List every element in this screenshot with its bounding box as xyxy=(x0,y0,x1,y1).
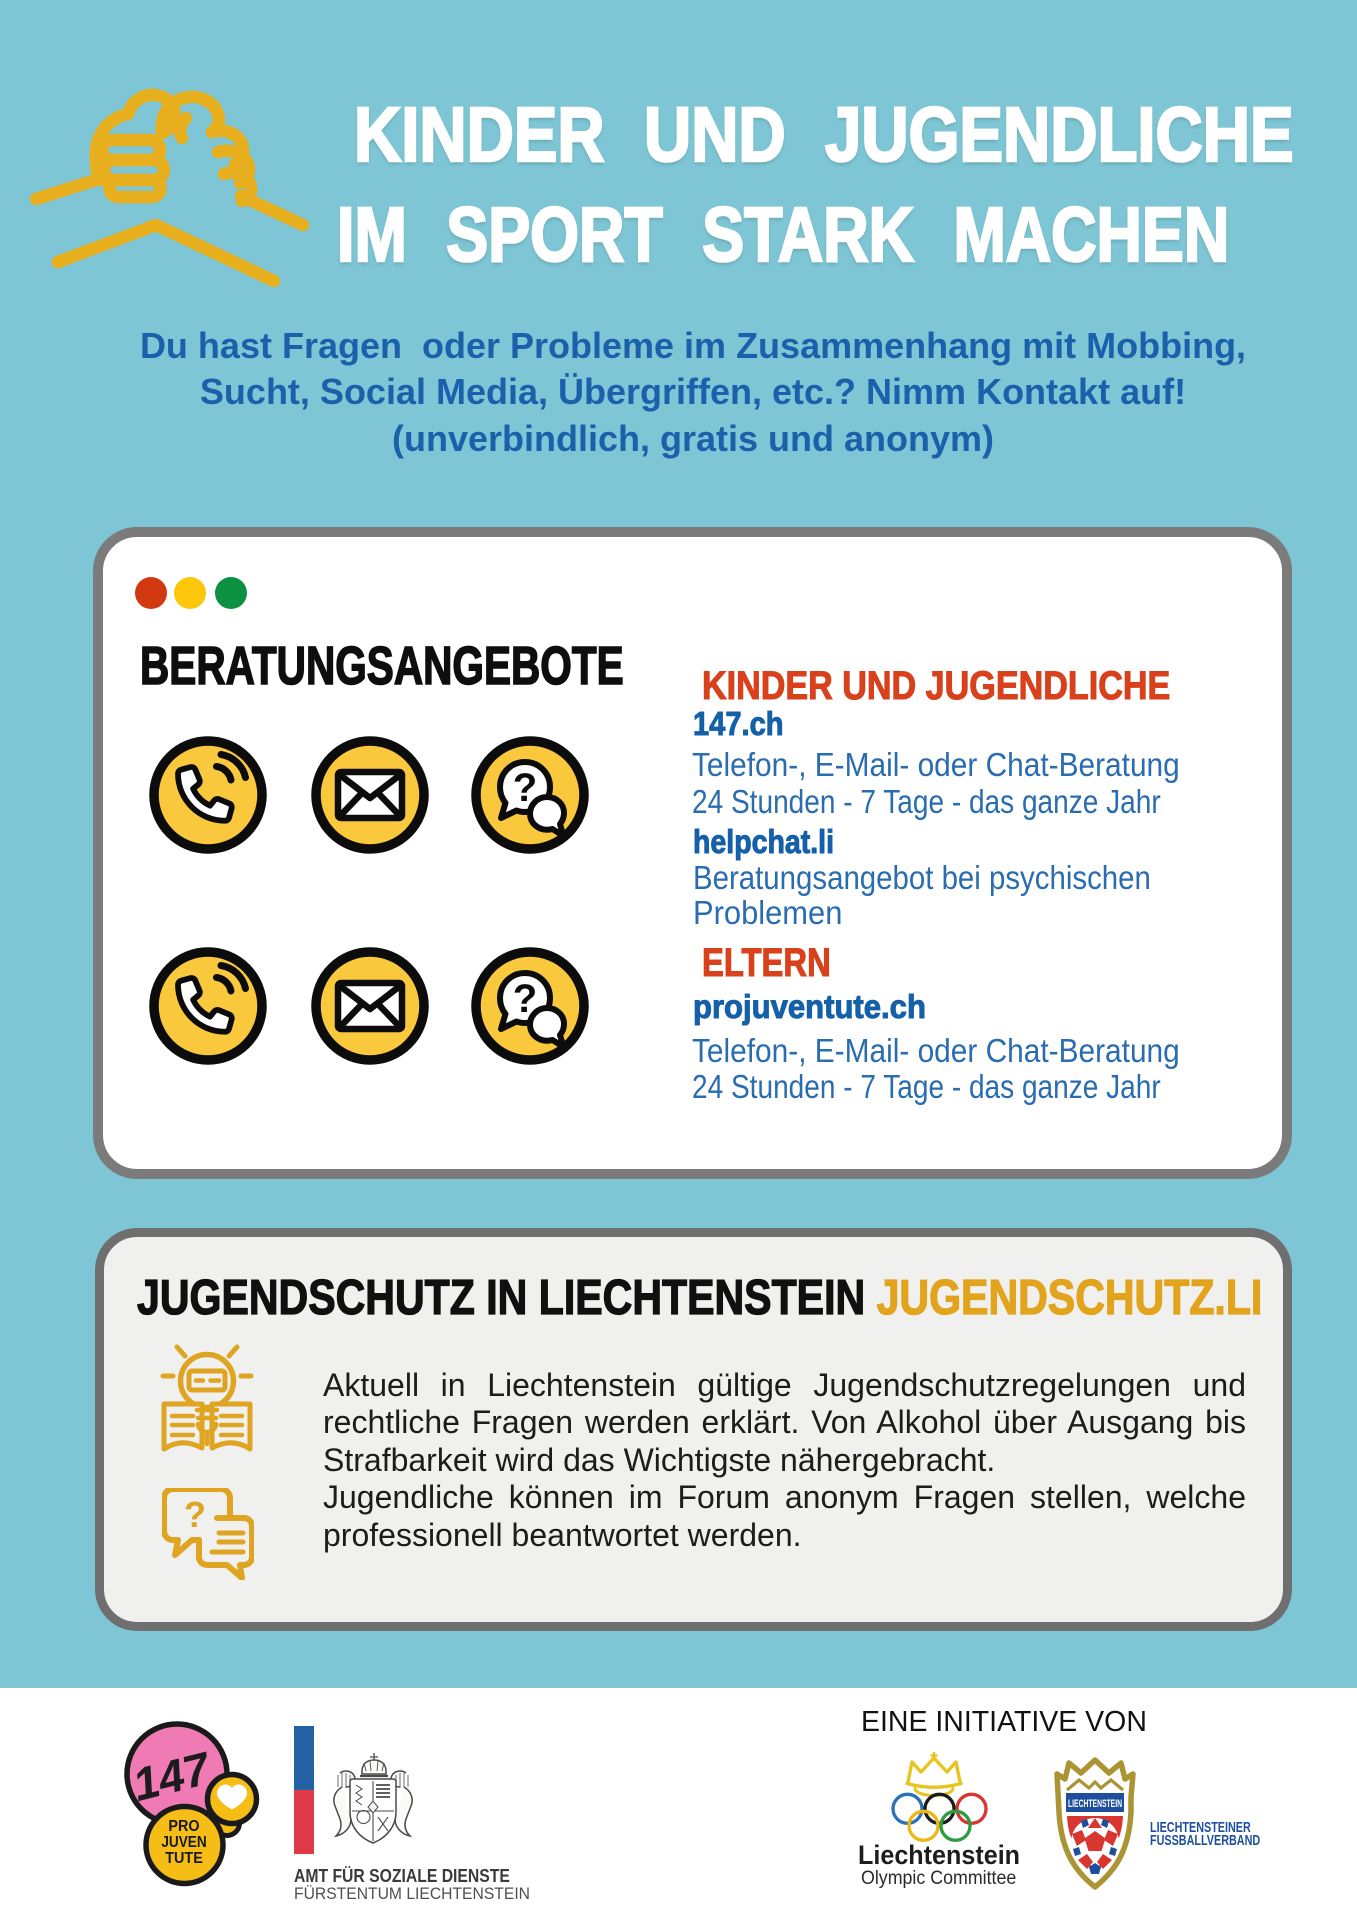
svg-text:LIECHTENSTEIN: LIECHTENSTEIN xyxy=(1068,1798,1122,1810)
svg-text:?: ? xyxy=(184,1494,206,1535)
svg-text:?: ? xyxy=(513,977,537,1021)
svg-text:JUVEN: JUVEN xyxy=(161,1834,206,1851)
svg-text:PRO: PRO xyxy=(168,1817,199,1835)
svg-text:?: ? xyxy=(513,766,537,810)
svg-text:TUTE: TUTE xyxy=(165,1849,203,1867)
